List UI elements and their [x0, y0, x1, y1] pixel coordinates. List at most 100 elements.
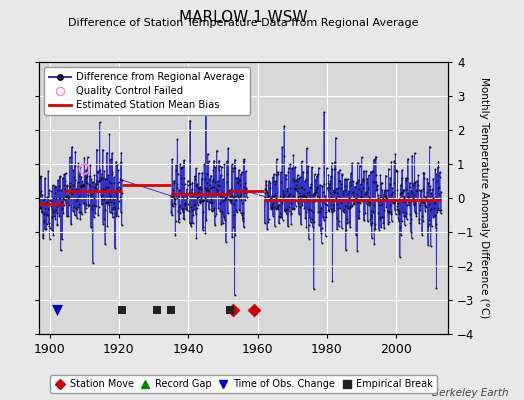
Point: [85, 181, 93, 188]
Point: [220, 197, 228, 203]
Point: [358, 193, 366, 199]
Point: [383, 196, 391, 202]
Point: [376, 216, 384, 222]
Point: [391, 211, 400, 217]
Point: [93, 168, 102, 174]
Point: [216, 193, 225, 199]
Point: [280, 153, 288, 160]
Point: [232, 207, 240, 214]
Point: [284, 223, 292, 230]
Point: [233, 209, 241, 215]
Point: [43, 194, 51, 201]
Point: [209, 207, 217, 214]
Point: [85, 173, 94, 179]
Point: [208, 196, 216, 202]
Point: [196, 184, 205, 190]
Point: [46, 224, 54, 231]
Point: [410, 150, 419, 156]
Point: [97, 201, 106, 207]
Point: [318, 239, 326, 246]
Point: [371, 221, 379, 228]
Point: [47, 203, 56, 209]
Point: [416, 200, 424, 206]
Point: [281, 176, 290, 182]
Point: [225, 187, 234, 194]
Point: [180, 174, 188, 181]
Point: [391, 151, 400, 157]
Point: [282, 206, 290, 213]
Point: [287, 211, 295, 217]
Point: [372, 172, 380, 178]
Point: [384, 221, 392, 228]
Point: [229, 224, 237, 230]
Point: [179, 206, 188, 213]
Point: [292, 177, 300, 183]
Point: [72, 186, 81, 192]
Point: [83, 173, 92, 179]
Point: [54, 177, 62, 183]
Point: [351, 184, 359, 190]
Point: [67, 221, 75, 228]
Point: [420, 175, 428, 181]
Point: [281, 208, 290, 214]
Point: [88, 191, 96, 198]
Point: [320, 217, 328, 223]
Point: [202, 217, 211, 223]
Point: [180, 157, 188, 163]
Point: [67, 188, 75, 194]
Legend: Station Move, Record Gap, Time of Obs. Change, Empirical Break: Station Move, Record Gap, Time of Obs. C…: [50, 375, 437, 393]
Point: [308, 198, 316, 205]
Point: [181, 201, 190, 208]
Point: [316, 204, 325, 211]
Point: [61, 178, 69, 185]
Point: [278, 197, 286, 204]
Point: [408, 197, 417, 203]
Point: [226, 307, 234, 314]
Point: [328, 166, 336, 172]
Point: [330, 197, 339, 203]
Point: [352, 195, 360, 202]
Point: [227, 186, 236, 192]
Point: [194, 189, 202, 196]
Point: [313, 184, 322, 190]
Point: [381, 172, 390, 179]
Point: [57, 206, 66, 213]
Point: [81, 204, 90, 211]
Point: [347, 202, 356, 208]
Point: [271, 178, 280, 184]
Point: [413, 197, 422, 203]
Point: [175, 204, 183, 210]
Point: [368, 220, 377, 226]
Point: [404, 193, 412, 200]
Point: [52, 209, 61, 216]
Point: [361, 210, 369, 216]
Point: [212, 186, 220, 192]
Point: [104, 184, 112, 190]
Point: [392, 168, 400, 174]
Point: [334, 205, 342, 212]
Point: [296, 196, 304, 202]
Point: [432, 285, 441, 292]
Point: [417, 188, 425, 194]
Point: [327, 173, 335, 180]
Point: [341, 203, 350, 210]
Point: [48, 206, 56, 213]
Point: [225, 190, 233, 197]
Point: [323, 185, 332, 192]
Point: [348, 190, 357, 196]
Point: [338, 172, 346, 178]
Point: [263, 226, 271, 232]
Point: [68, 182, 77, 188]
Point: [402, 175, 410, 181]
Point: [69, 167, 78, 174]
Point: [206, 182, 214, 189]
Point: [319, 196, 328, 203]
Point: [50, 190, 59, 196]
Point: [223, 171, 232, 177]
Point: [49, 232, 58, 238]
Point: [92, 203, 100, 209]
Point: [39, 232, 48, 238]
Point: [263, 198, 271, 204]
Point: [172, 162, 180, 168]
Point: [405, 202, 413, 208]
